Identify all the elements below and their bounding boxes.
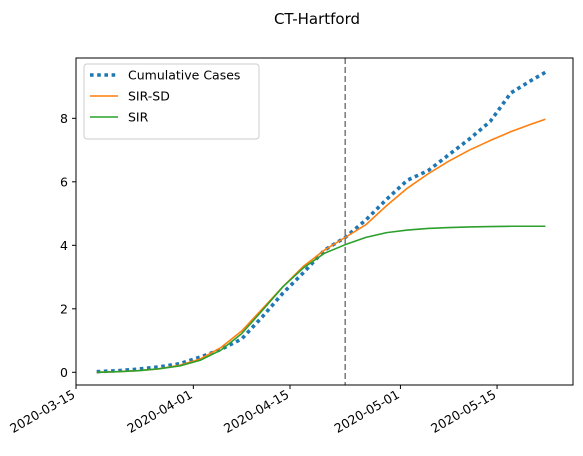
- x-tick-label-1: 2020-04-01: [124, 387, 194, 436]
- y-tick-label-3: 6: [60, 174, 68, 189]
- y-tick-label-0: 0: [60, 365, 68, 380]
- y-tick-label-1: 2: [60, 301, 68, 316]
- x-tick-label-0: 2020-03-15: [7, 387, 77, 436]
- x-tick-label-2: 2020-04-15: [221, 387, 291, 436]
- x-tick-label-3: 2020-05-01: [332, 387, 402, 436]
- plot-area: [96, 58, 547, 385]
- legend-label-0: Cumulative Cases: [128, 68, 240, 83]
- series-line-2: [96, 225, 546, 374]
- legend-label-2: SIR: [128, 110, 149, 125]
- plot-frame: [75, 57, 574, 386]
- legend: Cumulative Cases SIR-SD SIR: [83, 63, 260, 140]
- y-tick-label-2: 4: [60, 238, 68, 253]
- chart-title: CT-Hartford: [274, 10, 360, 28]
- y-tick-label-4: 8: [60, 111, 68, 126]
- legend-box: [83, 63, 260, 140]
- series-line-1: [96, 118, 546, 374]
- legend-label-1: SIR-SD: [128, 89, 170, 104]
- x-tick-label-4: 2020-05-15: [428, 387, 498, 436]
